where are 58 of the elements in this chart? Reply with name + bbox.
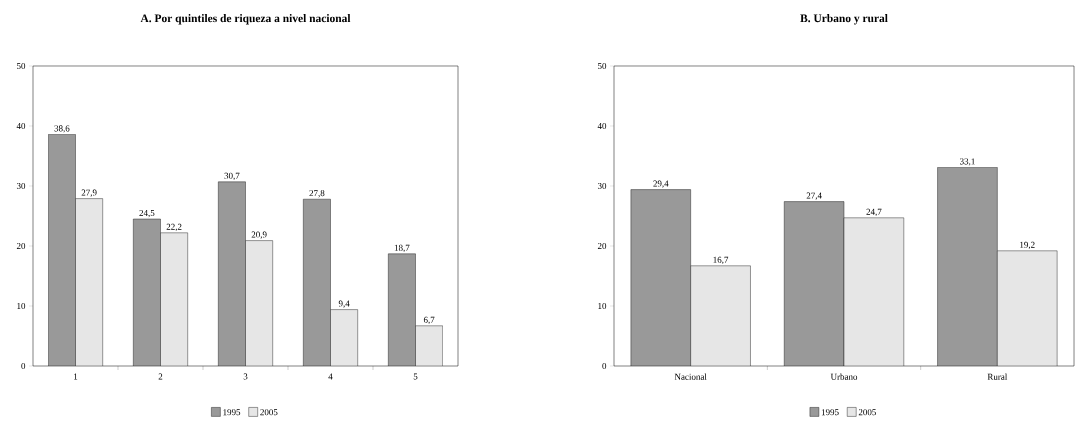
bar (303, 199, 331, 366)
y-tick-label: 50 (598, 62, 607, 70)
bar (843, 217, 905, 366)
data-label: 29,4 (653, 180, 669, 188)
data-label: 27,9 (81, 189, 97, 197)
data-label: 22,2 (166, 223, 182, 232)
y-tick-label: 10 (17, 302, 26, 310)
y-tick-label: 40 (597, 122, 607, 130)
bar (133, 218, 161, 366)
data-label: 38,6 (54, 125, 70, 133)
data-label: 27,8 (309, 190, 325, 198)
legend-label: 2005 (858, 409, 876, 416)
bar (330, 309, 358, 366)
data-label: 20,9 (251, 231, 267, 239)
bar (937, 167, 998, 366)
legend-label: 1995 (821, 409, 839, 416)
x-tick-label: 2 (158, 373, 163, 380)
y-tick-label: 20 (597, 242, 607, 250)
y-tick-label: 50 (17, 62, 26, 70)
data-label: 24,5 (139, 209, 155, 218)
bar (784, 201, 845, 366)
data-label: 27,4 (806, 192, 822, 200)
bar (630, 189, 691, 366)
bar (388, 253, 416, 366)
y-tick-label: 20 (16, 242, 26, 250)
bar (218, 181, 246, 366)
y-tick-label: 10 (598, 302, 607, 310)
data-label: 9,4 (338, 300, 350, 308)
bar (75, 198, 103, 366)
bar (415, 325, 443, 366)
data-label: 19,2 (1020, 241, 1035, 250)
data-label: 30,7 (224, 172, 240, 181)
data-label: 6,7 (423, 316, 435, 325)
bar (997, 250, 1058, 366)
x-tick-label: 1 (74, 373, 78, 380)
bar (48, 134, 76, 366)
y-tick-label: 0 (602, 362, 607, 370)
x-tick-label: 3 (243, 373, 248, 380)
data-label: 33,1 (960, 158, 975, 166)
bar (160, 232, 188, 366)
x-tick-label: 5 (413, 373, 418, 380)
legend-label: 2005 (260, 409, 278, 416)
bar (690, 265, 751, 366)
y-tick-label: 40 (16, 122, 26, 130)
x-tick-label: Nacional (674, 373, 707, 380)
data-label: 18,7 (394, 244, 410, 253)
legend-label: 1995 (223, 409, 241, 416)
x-tick-label: Rural (987, 373, 1008, 380)
x-tick-label: Urbano (830, 373, 858, 380)
bar (245, 240, 273, 366)
y-tick-label: 30 (16, 182, 26, 190)
x-tick-label: 4 (328, 373, 333, 380)
y-tick-label: 0 (21, 362, 26, 370)
chart-title: A. Por quintiles de riqueza a nivel nacional (140, 14, 351, 25)
data-label: 24,7 (866, 208, 882, 217)
y-tick-label: 30 (597, 182, 607, 190)
data-label: 16,7 (713, 256, 729, 265)
chart-title: B. Urbano y rural (800, 14, 888, 25)
